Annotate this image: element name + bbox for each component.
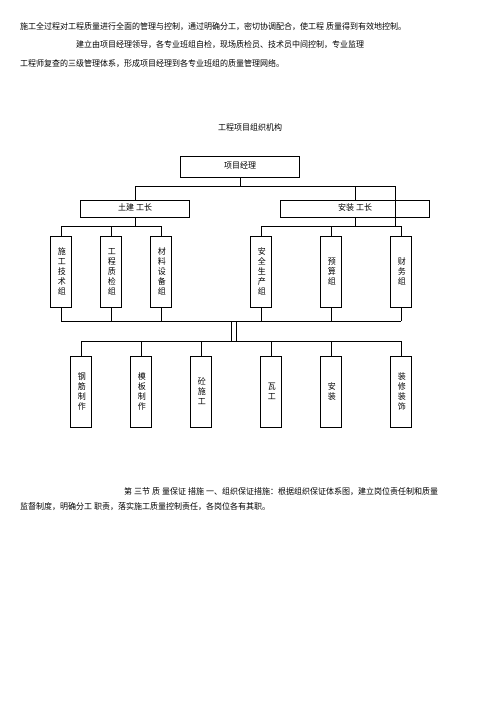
- node-r4-4: 安装: [320, 356, 342, 428]
- node-r4-0: 钢筋制作: [70, 356, 92, 428]
- para-3: 工程师复查的三级管理体系，形成项目经理到各专业班组的质量管理网络。: [20, 57, 480, 71]
- node-r3-3: 安全生产组: [250, 236, 272, 308]
- node-r4-3: 瓦工: [260, 356, 282, 428]
- para-1: 施工全过程对工程质量进行全面的管理与控制，通过明确分工，密切协调配合，使工程 质…: [20, 20, 480, 34]
- node-r3-2: 材料设备组: [150, 236, 172, 308]
- node-mid-right: 安装 工长: [280, 200, 430, 218]
- node-r3-1: 工程质检组: [100, 236, 122, 308]
- node-root: 项目经理: [180, 156, 300, 178]
- node-r4-5: 装修装饰: [390, 356, 412, 428]
- footer-2: 监督制度，明确分工 职责，落实施工质量控制责任，各岗位各有其职。: [20, 499, 480, 514]
- org-title: 工程项目组织机构: [20, 121, 480, 135]
- footer-1: 第 三节 质 量保证 措施 一、组织保证措施：根据组织保证体系图，建立岗位责任制…: [20, 484, 480, 499]
- para-2: 建立由项目经理领导，各专业班组自检，现场质检员、技术员中间控制，专业监理: [20, 38, 480, 52]
- node-r4-2: 砼施工: [190, 356, 212, 428]
- node-r3-4: 预算组: [320, 236, 342, 308]
- node-r3-5: 财务组: [390, 236, 412, 308]
- node-r4-1: 模板制作: [130, 356, 152, 428]
- org-chart: 项目经理土建 工长 安装 工长施工技术组 工程质检组 材料设备组 安全生产组 预算组 财务组…: [20, 156, 480, 476]
- node-mid-left: 土建 工长: [80, 200, 190, 218]
- node-r3-0: 施工技术组: [50, 236, 72, 308]
